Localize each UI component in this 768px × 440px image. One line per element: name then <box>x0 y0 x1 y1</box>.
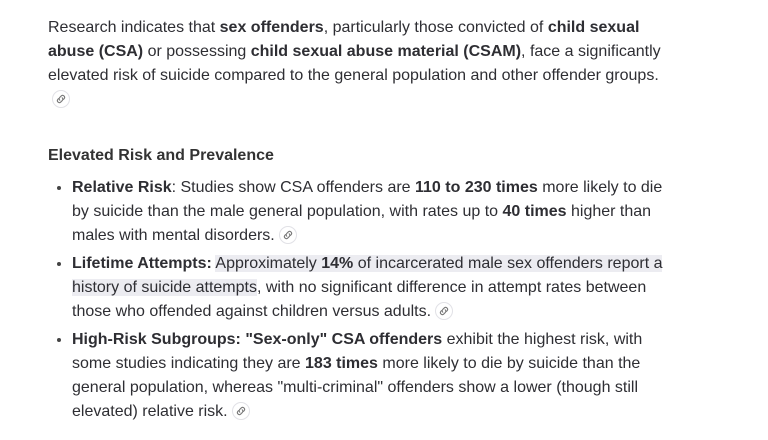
bullet-item: Relative Risk: Studies show CSA offender… <box>72 176 674 248</box>
source-link[interactable] <box>435 302 454 320</box>
bold-text: Relative Risk <box>72 179 172 196</box>
text-run: Approximately <box>215 255 322 272</box>
source-link[interactable] <box>52 90 70 108</box>
bullet-item: Lifetime Attempts: Approximately 14% of … <box>72 252 674 324</box>
answer: Research indicates that sex offenders, p… <box>48 16 674 428</box>
bullet-list: Relative Risk: Studies show CSA offender… <box>48 176 674 424</box>
bold-text: Lifetime Attempts: <box>72 255 212 272</box>
bullet-item: High-Risk Subgroups: "Sex-only" CSA offe… <box>72 328 674 424</box>
source-link[interactable] <box>278 226 297 244</box>
bold-text: High-Risk Subgroups: "Sex-only" CSA offe… <box>72 331 443 348</box>
bold-text: 110 to 230 times <box>415 179 538 196</box>
text-run: : Studies show CSA offenders are <box>171 179 416 196</box>
intro-paragraph: Research indicates that sex offenders, p… <box>48 16 674 112</box>
text-run: Research indicates that <box>48 19 220 36</box>
text-run: exhibit the highest risk, with some stud… <box>72 331 643 372</box>
bold-text: 183 times <box>305 355 378 372</box>
bold-text: 40 times <box>502 203 567 220</box>
bold-text: 14% <box>321 255 354 272</box>
source-link[interactable] <box>231 402 250 420</box>
text-run: or possessing <box>143 43 251 60</box>
text-run: more likely to die by suicide than the g… <box>72 355 641 420</box>
section-heading: Elevated Risk and Prevalence <box>48 147 274 164</box>
text-run: higher than males with mental disorders. <box>72 203 652 244</box>
text-run: , face a significantly elevated risk of … <box>48 43 661 84</box>
bold-text: child sexual abuse material (CSAM) <box>250 43 522 60</box>
bold-text: child sexual abuse (CSA) <box>48 19 640 60</box>
text-run: , with no significant difference in atte… <box>72 279 647 320</box>
bold-text: sex offenders <box>219 19 324 36</box>
text-run: more likely to die by suicide than the m… <box>72 179 663 220</box>
text-run: , particularly those convicted of <box>323 19 548 36</box>
